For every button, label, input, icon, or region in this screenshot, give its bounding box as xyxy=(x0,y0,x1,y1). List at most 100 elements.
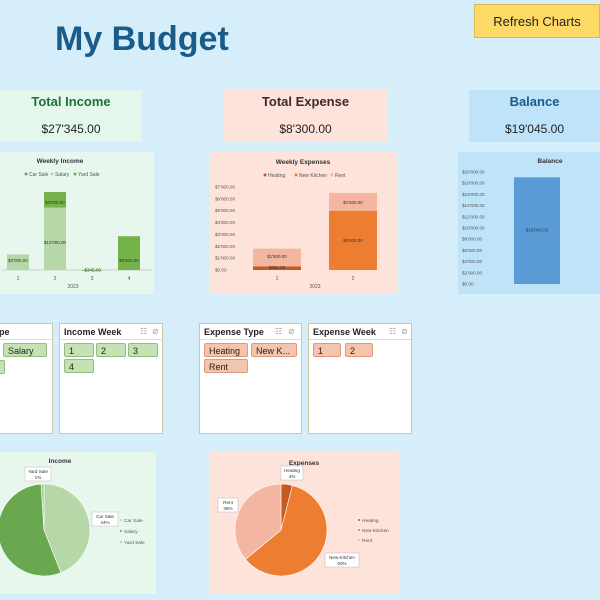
chart-legend: Car Sale Salary Yard Sale xyxy=(24,172,100,178)
legend-marker xyxy=(120,519,122,521)
total-income-label: Total Income xyxy=(31,94,111,109)
legend-marker xyxy=(358,529,360,531)
multi-select-icon[interactable]: ☷ xyxy=(140,327,148,336)
income-week-slicer[interactable]: Income Week ☷ ⊘ 1 2 3 4 xyxy=(59,323,163,434)
chart-legend: Car Sale Salary Yard Sale xyxy=(120,518,145,546)
y-tick: $4'000.00 xyxy=(462,259,482,264)
x-tick: 4 xyxy=(128,276,131,282)
x-group-label: 2023 xyxy=(309,284,320,290)
data-label: $6'500.00 xyxy=(119,258,139,263)
legend-entry: Car Sale xyxy=(29,172,49,178)
pie-slice xyxy=(0,483,62,577)
slicer-divider xyxy=(60,339,162,340)
clear-filter-icon[interactable]: ⊘ xyxy=(288,327,295,336)
legend-marker xyxy=(294,173,298,177)
expenses-pie-svg: Expenses Heating 4% Rent 36% New Kitchen… xyxy=(217,460,389,577)
clear-filter-icon[interactable]: ⊘ xyxy=(401,327,408,336)
total-expense-card: Total Expense $8'300.00 xyxy=(224,90,387,142)
balance-card: Balance $19'045.00 xyxy=(469,90,600,142)
slice-label-pct: 1% xyxy=(35,475,42,480)
slice-label-pct: 4% xyxy=(289,474,296,479)
expense-week-slicer[interactable]: Expense Week ☷ ⊘ 1 2 xyxy=(308,323,412,434)
data-label: -$345.00 xyxy=(83,268,101,273)
balance-label: Balance xyxy=(509,94,560,109)
legend-marker xyxy=(120,541,122,543)
slice-label-pct: 60% xyxy=(337,561,346,566)
legend-entry: Salary xyxy=(124,529,138,535)
data-label: $19'045.00 xyxy=(526,228,549,233)
income-pie-chart[interactable]: Income Yard Sale 1% Car Sale 44% Car Sal… xyxy=(0,452,156,594)
slice-label-box: Yard Sale 1% xyxy=(24,466,52,482)
data-label: $12'000.00 xyxy=(44,240,67,245)
bar-segment xyxy=(253,266,301,270)
legend-entry: Rent xyxy=(335,173,346,179)
pie-slice xyxy=(40,483,45,531)
total-expense-value: $8'300.00 xyxy=(279,122,332,136)
chart-title: Balance xyxy=(538,158,563,165)
refresh-charts-button[interactable]: Refresh Charts xyxy=(474,4,600,38)
slicer-divider xyxy=(309,339,411,340)
chart-title: Weekly Expenses xyxy=(276,159,331,166)
balance-svg: Balance $0.00 $2'000.00 $4'000.00 $6'000.00… xyxy=(462,158,563,287)
legend-marker xyxy=(358,519,360,521)
expenses-pie-chart[interactable]: Expenses Heating 4% Rent 36% New Kitchen… xyxy=(209,452,399,594)
chart-legend: Heating New Kitchen Rent xyxy=(263,173,346,179)
slice-label-box: Heating 4% xyxy=(280,465,304,481)
x-tick: 1 xyxy=(276,276,279,282)
slicer-divider xyxy=(200,339,301,340)
slicer-item-week[interactable]: 1 xyxy=(313,343,341,357)
legend-entry: Heating xyxy=(362,518,379,524)
data-label: $3'000.00 xyxy=(45,200,65,205)
legend-marker xyxy=(50,172,54,176)
x-tick: 3 xyxy=(91,276,94,282)
balance-value: $19'045.00 xyxy=(504,122,564,136)
income-type-slicer[interactable]: pe Salary xyxy=(0,323,53,434)
slicer-item-partial[interactable] xyxy=(0,360,5,374)
data-label: $1'500.00 xyxy=(267,254,287,259)
slicer-item-new-kitchen[interactable]: New K... xyxy=(251,343,297,357)
weekly-expenses-svg: Weekly Expenses Heating New Kitchen Rent… xyxy=(215,159,377,290)
y-tick: $2'000.00 xyxy=(462,270,482,275)
slicer-item-week[interactable]: 2 xyxy=(96,343,126,357)
y-tick: $0.00 xyxy=(462,282,474,287)
x-tick: 1 xyxy=(17,276,20,282)
y-tick: $14'000.00 xyxy=(462,203,485,208)
bar-segment xyxy=(253,248,301,267)
slicer-header: Expense Week xyxy=(313,327,376,337)
legend-entry: Car Sale xyxy=(124,518,143,524)
slicer-item-week[interactable]: 4 xyxy=(64,359,94,373)
slicer-item-week[interactable]: 2 xyxy=(345,343,373,357)
pie-slice xyxy=(245,485,328,577)
legend-entry: Yard Sale xyxy=(78,172,100,178)
balance-chart[interactable]: Balance $0.00 $2'000.00 $4'000.00 $6'000.00… xyxy=(458,152,600,294)
legend-marker xyxy=(263,173,267,177)
slicer-item-week[interactable]: 1 xyxy=(64,343,94,357)
total-income-card: Total Income $27'345.00 xyxy=(0,90,142,142)
weekly-expenses-chart[interactable]: Weekly Expenses Heating New Kitchen Rent… xyxy=(209,152,398,294)
slicer-item-rent[interactable]: Rent xyxy=(204,359,248,373)
multi-select-icon[interactable]: ☷ xyxy=(275,327,283,336)
bar-segment xyxy=(44,207,66,270)
slice-label-pct: 36% xyxy=(223,506,232,511)
slicer-item-heating[interactable]: Heating xyxy=(204,343,248,357)
total-expense-label: Total Expense xyxy=(261,94,350,109)
page-title: My Budget xyxy=(55,20,229,58)
chart-title: Income xyxy=(49,458,72,465)
slice-label-box: Rent 36% xyxy=(217,497,239,513)
slicer-item-week[interactable]: 3 xyxy=(128,343,158,357)
legend-marker xyxy=(120,530,122,532)
pie-slice xyxy=(234,483,282,560)
x-group-label: 2023 xyxy=(67,284,78,290)
slice-label-name: Yard Sale xyxy=(28,469,48,474)
clear-filter-icon[interactable]: ⊘ xyxy=(152,327,159,336)
weekly-income-chart[interactable]: Weekly Income Car Sale Salary Yard Sale … xyxy=(0,152,154,294)
expense-type-slicer[interactable]: Expense Type ☷ ⊘ Heating New K... Rent xyxy=(199,323,302,434)
multi-select-icon[interactable]: ☷ xyxy=(389,327,397,336)
slice-label-name: New Kitchen xyxy=(329,555,355,560)
y-tick: $2'000.00 xyxy=(215,244,235,249)
slice-label-name: Car Sale xyxy=(96,514,114,519)
y-tick: $20'000.00 xyxy=(462,170,485,175)
legend-entry: New Kitchen xyxy=(362,528,389,534)
slicer-item-salary[interactable]: Salary xyxy=(3,343,47,357)
legend-entry: Rent xyxy=(362,538,373,544)
